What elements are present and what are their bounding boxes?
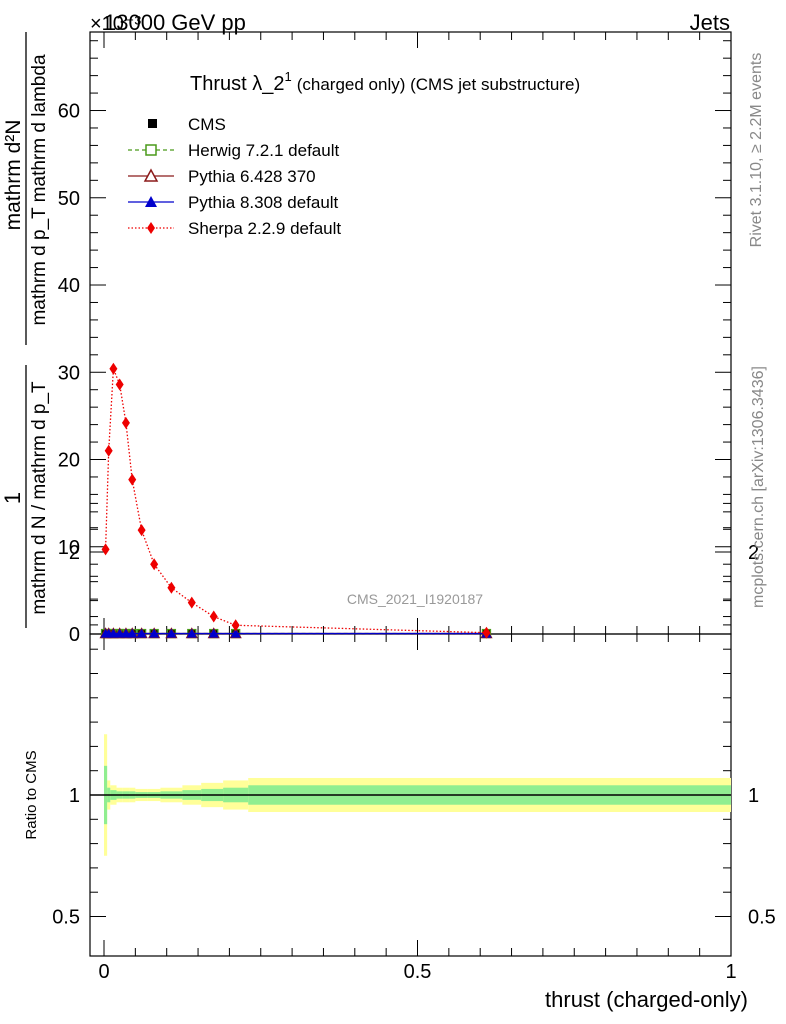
ratio-tick-label: 0.5 — [52, 907, 80, 929]
data-point-sherpa — [115, 378, 124, 391]
y-tick-label: 20 — [58, 450, 80, 472]
legend-label-sherpa: Sherpa 2.2.9 default — [188, 219, 341, 238]
analysis-id: CMS_2021_I1920187 — [347, 591, 483, 607]
legend-marker-pythia8 — [145, 196, 157, 207]
legend-marker-sherpa — [147, 222, 155, 234]
process-label: Jets — [690, 10, 730, 35]
series-group — [99, 362, 493, 639]
y-label-upper-mid: mathrm d p_T mathrm d lambda — [29, 54, 50, 325]
rivet-label: Rivet 3.1.10, ≥ 2.2M events — [748, 53, 765, 248]
y-tick-label: 60 — [58, 101, 80, 123]
data-point-pythia8 — [127, 628, 138, 638]
ratio-y-label: Ratio to CMS — [23, 750, 40, 839]
x-tick-label: 0 — [98, 961, 109, 983]
x-tick-label: 0.5 — [404, 961, 432, 983]
y-label-upper-num: mathrm d²N — [2, 120, 25, 231]
chart-title-rest: (charged only) (CMS jet substructure) — [297, 75, 580, 94]
y-tick-label: 50 — [58, 188, 80, 210]
y-label-frac-den: mathrm d N / mathrm d p_T — [29, 381, 50, 615]
y-axis-label: 1 mathrm d N / mathrm d p_T mathrm d²N m… — [0, 32, 50, 628]
y-tick-label: 0 — [69, 624, 80, 646]
data-point-sherpa — [231, 619, 240, 632]
data-point-sherpa — [121, 416, 130, 429]
data-point-pythia8 — [208, 628, 219, 638]
data-point-sherpa — [150, 558, 159, 571]
data-point-sherpa — [137, 524, 146, 537]
data-point-pythia8 — [108, 628, 119, 638]
y-tick-label: 40 — [58, 275, 80, 297]
x-tick-label: 1 — [725, 961, 736, 983]
y-label-frac-num: 1 — [0, 492, 25, 504]
data-point-sherpa — [104, 444, 113, 457]
x-axis-label: thrust (charged-only) — [545, 987, 748, 1012]
ratio-tick-label: 1 — [69, 785, 80, 807]
data-point-sherpa — [187, 596, 196, 609]
legend-marker-pythia6 — [143, 168, 159, 182]
data-point-sherpa — [109, 362, 118, 375]
collision-label: 13000 GeV pp — [104, 10, 246, 35]
legend-label-cms: CMS — [188, 115, 226, 134]
chart-title-sup: 1 — [284, 69, 291, 84]
data-point-pythia8 — [136, 628, 147, 638]
legend-label-pythia8: Pythia 8.308 default — [188, 193, 339, 212]
legend-label-pythia6: Pythia 6.428 370 — [188, 167, 316, 186]
y-tick-label: 10 — [58, 537, 80, 559]
axis-ticks: 0 10 20 30 40 50 60 0 0.5 1 0.5 0.5 1 1 2 2 — [52, 32, 776, 983]
mcplots-label: mcplots.cern.ch [arXiv:1306.3436] — [750, 366, 767, 608]
data-point-pythia8 — [166, 628, 177, 638]
main-panel-frame — [89, 31, 732, 635]
data-point-sherpa — [167, 581, 176, 594]
legend: CMS Herwig 7.2.1 default Pythia 6.428 37… — [128, 115, 341, 238]
chart-title-main: Thrust λ_2 — [190, 73, 284, 95]
ratio-tick-label-right: 0.5 — [748, 907, 776, 929]
data-point-pythia8 — [230, 628, 241, 638]
legend-marker-cms — [148, 119, 157, 128]
data-point-pythia8 — [120, 628, 131, 638]
ratio-tick-label-right: 2 — [748, 542, 759, 564]
y-tick-label: 30 — [58, 362, 80, 384]
legend-marker-herwig — [145, 144, 157, 156]
legend-label-herwig: Herwig 7.2.1 default — [188, 141, 339, 160]
ratio-tick-label: 2 — [69, 542, 80, 564]
chart-title: Thrust λ_21 (charged only) (CMS jet subst… — [190, 69, 580, 95]
data-point-pythia8 — [149, 628, 160, 638]
data-point-sherpa — [482, 626, 491, 639]
data-point-sherpa — [128, 473, 137, 486]
data-point-sherpa — [101, 543, 110, 556]
data-point-pythia8 — [186, 628, 197, 638]
y-exponent: ×10⁻³ — [90, 13, 141, 35]
data-point-pythia8 — [114, 628, 125, 638]
ratio-tick-label-right: 1 — [748, 785, 759, 807]
data-point-sherpa — [209, 610, 218, 623]
